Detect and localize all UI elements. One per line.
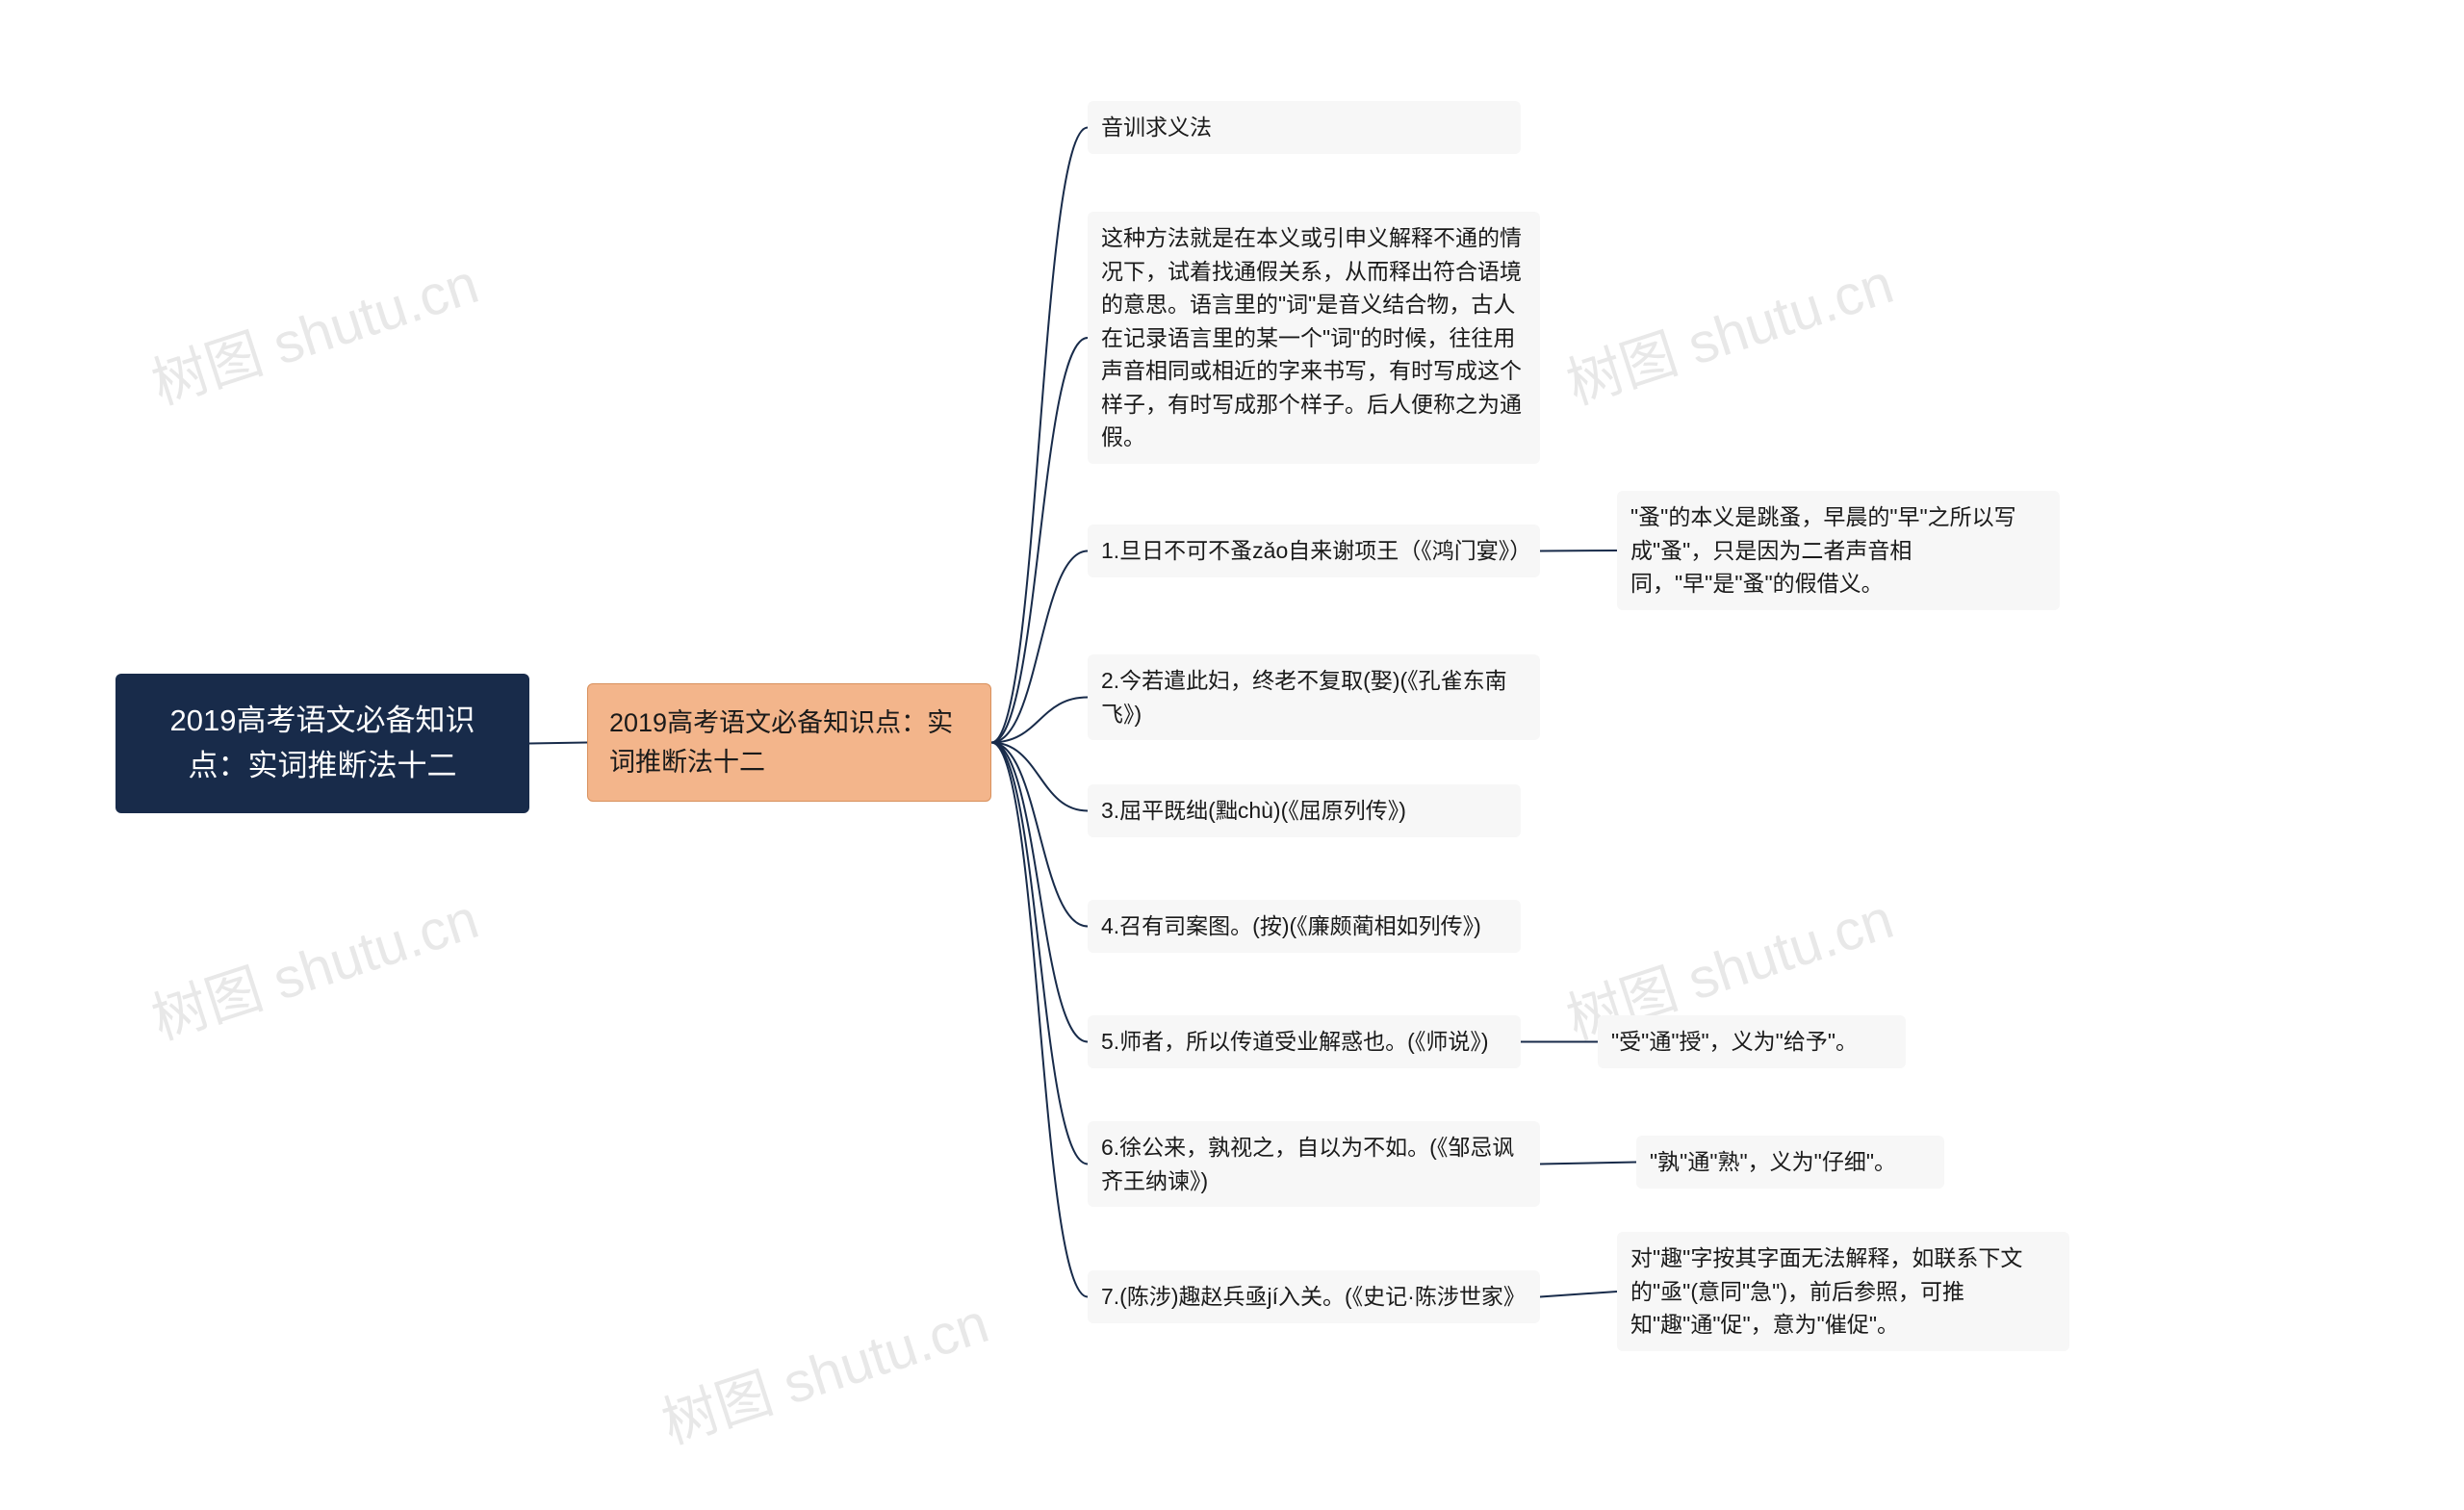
root-node: 2019高考语文必备知识点：实词推断法十二	[116, 674, 529, 813]
child-node-c8: 6.徐公来，孰视之，自以为不如。(《邹忌讽齐王纳谏》)	[1088, 1121, 1540, 1207]
watermark: 树图 shutu.cn	[141, 874, 487, 1055]
sub-node-c3: "蚤"的本义是跳蚤，早晨的"早"之所以写成"蚤"，只是因为二者声音相同，"早"是…	[1617, 491, 2060, 610]
sub-node-c9: 对"趣"字按其字面无法解释，如联系下文的"亟"(意同"急")，前后参照，可推知"…	[1617, 1232, 2069, 1351]
child-node-c7: 5.师者，所以传道受业解惑也。(《师说》)	[1088, 1015, 1521, 1068]
child-node-c5: 3.屈平既绌(黜chù)(《屈原列传》)	[1088, 784, 1521, 837]
child-node-c6: 4.召有司案图。(按)(《廉颇蔺相如列传》)	[1088, 900, 1521, 953]
level1-node: 2019高考语文必备知识点：实词推断法十二	[587, 683, 991, 802]
child-node-c9: 7.(陈涉)趣赵兵亟jí入关。(《史记·陈涉世家》	[1088, 1270, 1540, 1323]
watermark: 树图 shutu.cn	[141, 239, 487, 420]
watermark: 树图 shutu.cn	[1555, 239, 1902, 420]
child-node-c3: 1.旦日不可不蚤zǎo自来谢项王（《鸿门宴》）	[1088, 525, 1540, 577]
child-node-c4: 2.今若遣此妇，终老不复取(娶)(《孔雀东南飞》)	[1088, 654, 1540, 740]
sub-node-c8: "孰"通"熟"，义为"仔细"。	[1636, 1136, 1944, 1189]
child-node-c1: 音训求义法	[1088, 101, 1521, 154]
watermark: 树图 shutu.cn	[651, 1278, 997, 1459]
child-node-c2: 这种方法就是在本义或引申义解释不通的情况下，试着找通假关系，从而释出符合语境的意…	[1088, 212, 1540, 464]
sub-node-c7: "受"通"授"，义为"给予"。	[1598, 1015, 1906, 1068]
